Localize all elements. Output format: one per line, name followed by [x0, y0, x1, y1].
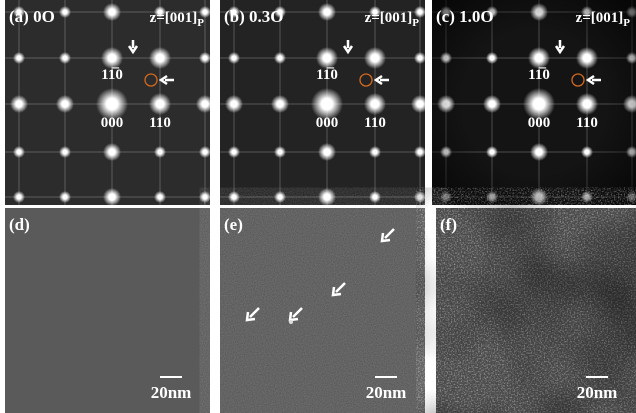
diffraction-spot	[228, 191, 240, 203]
diffraction-spot	[318, 188, 336, 206]
diffraction-spot	[13, 52, 25, 64]
scale-label: 20nm	[577, 383, 618, 402]
diffraction-spot	[199, 191, 211, 203]
panel-label: (b) 0.3O	[224, 7, 284, 26]
zone-axis-text: z=[001]	[365, 10, 413, 26]
diffraction-spot	[56, 95, 74, 113]
diffraction-spot	[274, 146, 286, 158]
diffraction-spot	[103, 143, 121, 161]
spot-index: 11̅0	[316, 67, 338, 83]
diffraction-spot	[154, 191, 166, 203]
diffraction-spot	[103, 188, 121, 206]
vignette	[432, 0, 636, 205]
diffraction-spot	[364, 93, 386, 115]
zone-axis-text: z=[001]	[150, 10, 198, 26]
diffraction-spot	[414, 191, 426, 203]
figure: (a) 0Oz=[001]P11̅0000110(b) 0.3Oz=[001]P…	[0, 0, 636, 413]
zone-axis-sub: P	[197, 17, 204, 29]
spot-index: 110	[576, 115, 598, 131]
spot-index: 000	[316, 115, 339, 131]
panel-label: (c) 1.0O	[436, 7, 494, 26]
scale-bar	[375, 376, 397, 378]
diffraction-spot	[369, 146, 381, 158]
diffraction-spot	[103, 3, 121, 21]
spot-index: 11̅0	[528, 67, 550, 83]
diffraction-spot	[13, 146, 25, 158]
diffraction-spot	[228, 52, 240, 64]
spot-index: 110	[364, 115, 386, 131]
diffraction-spot	[196, 95, 214, 113]
panel-label: (e)	[224, 215, 243, 234]
diffraction-spot	[149, 93, 171, 115]
spot-index: 110	[149, 115, 171, 131]
diffraction-spot	[154, 146, 166, 158]
diffraction-spot	[225, 95, 243, 113]
panel-label: (f)	[440, 215, 457, 234]
diffraction-spot	[316, 47, 338, 69]
zone-axis-sub: P	[623, 17, 630, 29]
diffraction-spot	[59, 52, 71, 64]
diffraction-spot	[411, 95, 429, 113]
diffraction-spot	[414, 146, 426, 158]
precipitate	[289, 320, 293, 324]
diffraction-spot	[318, 143, 336, 161]
zone-axis-sub: P	[412, 17, 419, 29]
diffraction-spot	[13, 191, 25, 203]
diffraction-spot	[59, 146, 71, 158]
scale-bar	[160, 376, 182, 378]
diffraction-spot	[369, 191, 381, 203]
diffraction-spot	[10, 95, 28, 113]
diffraction-spot	[271, 95, 289, 113]
diffraction-spot	[199, 146, 211, 158]
diffraction-spot	[318, 3, 336, 21]
zone-axis-text: z=[001]	[576, 10, 624, 26]
diffraction-spot	[228, 146, 240, 158]
scale-label: 20nm	[366, 383, 407, 402]
diffraction-spot	[274, 191, 286, 203]
panel-label: (a) 0O	[9, 7, 55, 26]
diffraction-spot	[414, 52, 426, 64]
spot-index: 000	[528, 115, 551, 131]
diffraction-spot	[274, 52, 286, 64]
diffraction-spot	[101, 47, 123, 69]
spot-index: 000	[101, 115, 124, 131]
spot-index: 11̅0	[101, 67, 123, 83]
diffraction-spot	[199, 52, 211, 64]
diffraction-spot	[59, 6, 71, 18]
diffraction-spot	[149, 47, 171, 69]
scale-bar	[586, 376, 608, 378]
scale-label: 20nm	[151, 383, 192, 402]
panel-label: (d)	[9, 215, 30, 234]
diffraction-spot	[59, 191, 71, 203]
diffraction-spot	[364, 47, 386, 69]
